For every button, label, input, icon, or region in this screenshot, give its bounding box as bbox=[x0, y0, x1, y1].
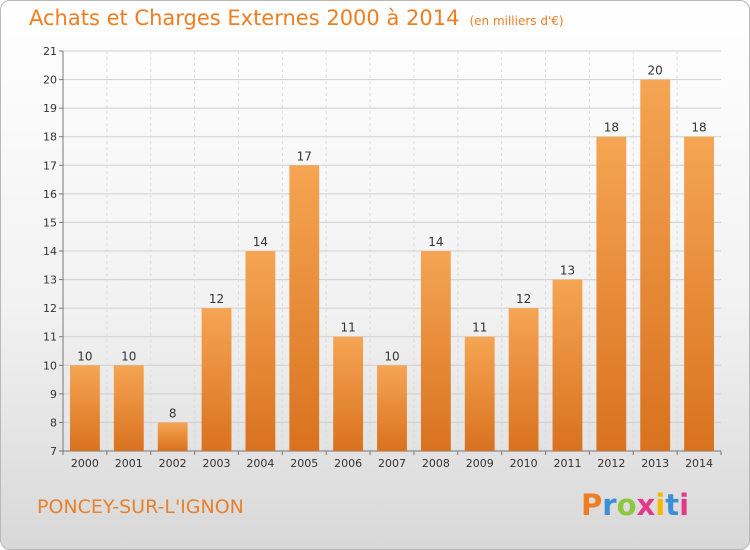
y-tick-label: 15 bbox=[43, 216, 57, 229]
y-tick-label: 7 bbox=[50, 445, 57, 458]
x-tick-label: 2010 bbox=[510, 457, 538, 470]
y-tick-label: 11 bbox=[43, 331, 57, 344]
value-label: 12 bbox=[209, 292, 224, 306]
value-label: 8 bbox=[169, 406, 177, 420]
bar-2008 bbox=[420, 251, 451, 451]
value-label: 14 bbox=[428, 235, 443, 249]
bar-2007 bbox=[377, 365, 407, 451]
y-tick-label: 14 bbox=[43, 245, 57, 258]
value-label: 18 bbox=[604, 121, 619, 135]
x-tick-label: 2005 bbox=[290, 457, 318, 470]
brand-letter: P bbox=[581, 488, 603, 522]
bar-2010 bbox=[508, 308, 539, 451]
x-tick-label: 2014 bbox=[685, 457, 713, 470]
labels: 7 8 9 10 11 12 13 14 15 16 17 18 19 20 21 10 2000 10 2001 8… bbox=[43, 45, 713, 470]
value-label: 10 bbox=[384, 349, 399, 363]
bar-2005 bbox=[289, 165, 320, 452]
bar-2004 bbox=[245, 251, 276, 451]
bars bbox=[70, 79, 714, 452]
value-label: 10 bbox=[121, 349, 136, 363]
value-label: 12 bbox=[516, 292, 531, 306]
bar-2002 bbox=[157, 422, 188, 451]
x-tick-label: 2007 bbox=[378, 457, 406, 470]
y-tick-label: 17 bbox=[43, 159, 57, 172]
y-tick-label: 19 bbox=[43, 102, 57, 115]
y-tick-label: 13 bbox=[43, 274, 57, 287]
chart-title: Achats et Charges Externes 2000 à 2014 (e… bbox=[29, 6, 564, 30]
bar-2001 bbox=[113, 365, 144, 451]
town-name: PONCEY-SUR-L'IGNON bbox=[37, 496, 244, 518]
brand-letter: t bbox=[665, 488, 680, 522]
y-tick-label: 10 bbox=[43, 359, 57, 372]
y-tick-label: 18 bbox=[43, 131, 57, 144]
y-tick-label: 12 bbox=[43, 302, 57, 315]
bar-2003 bbox=[201, 308, 232, 451]
value-label: 11 bbox=[472, 321, 487, 335]
x-tick-label: 2004 bbox=[246, 457, 274, 470]
x-tick-label: 2009 bbox=[466, 457, 494, 470]
y-tick-label: 8 bbox=[50, 416, 57, 429]
y-tick-label: 21 bbox=[43, 45, 57, 58]
bar-2011 bbox=[552, 279, 583, 451]
x-tick-label: 2000 bbox=[71, 457, 99, 470]
value-label: 20 bbox=[648, 64, 663, 78]
value-label: 11 bbox=[340, 321, 355, 335]
chart-title-text: Achats et Charges Externes 2000 à 2014 bbox=[29, 6, 460, 30]
x-tick-label: 2008 bbox=[422, 457, 450, 470]
x-tick-label: 2012 bbox=[597, 457, 625, 470]
chart-unit-label: (en milliers d'€) bbox=[469, 14, 564, 28]
x-tick-label: 2006 bbox=[334, 457, 362, 470]
y-tick-label: 9 bbox=[50, 388, 57, 401]
value-label: 13 bbox=[560, 264, 575, 278]
y-tick-label: 20 bbox=[43, 74, 57, 87]
value-label: 17 bbox=[297, 149, 312, 163]
brand-letter: i bbox=[679, 488, 690, 522]
bar-2012 bbox=[596, 136, 627, 451]
x-tick-label: 2001 bbox=[115, 457, 143, 470]
x-tick-label: 2002 bbox=[159, 457, 187, 470]
brand-letter: x bbox=[636, 488, 656, 522]
x-tick-label: 2013 bbox=[641, 457, 669, 470]
value-label: 10 bbox=[77, 349, 92, 363]
value-label: 14 bbox=[253, 235, 268, 249]
brand-letter: i bbox=[655, 488, 666, 522]
bar-2000 bbox=[70, 365, 100, 451]
brand-logo: Proxiti bbox=[581, 488, 689, 522]
bar-2009 bbox=[464, 336, 495, 451]
brand-letter: r bbox=[602, 488, 617, 522]
x-tick-label: 2003 bbox=[203, 457, 231, 470]
bar-2013 bbox=[640, 79, 671, 452]
bar-2014 bbox=[684, 136, 714, 451]
y-tick-label: 16 bbox=[43, 188, 57, 201]
x-tick-label: 2011 bbox=[553, 457, 581, 470]
brand-letter: o bbox=[616, 488, 637, 522]
value-label: 18 bbox=[691, 121, 706, 135]
bar-2006 bbox=[333, 336, 364, 451]
